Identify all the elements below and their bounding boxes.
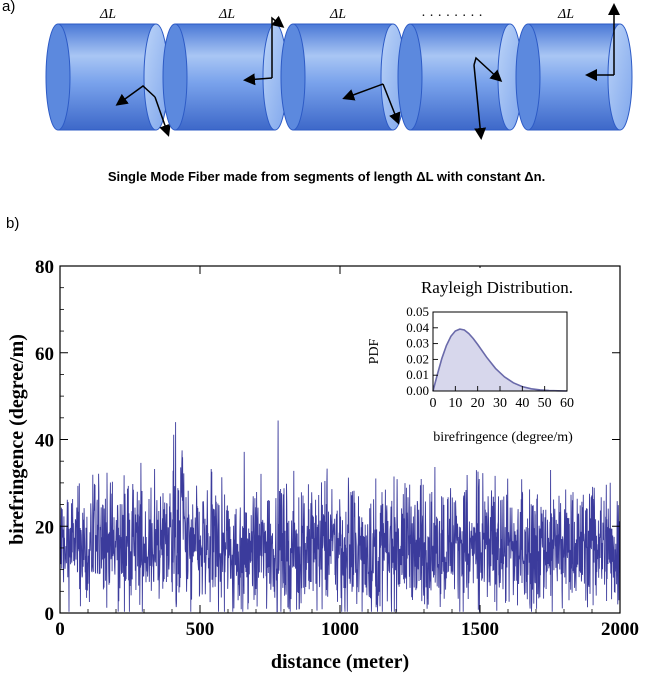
fiber-diagram: ΔL ΔL ΔL · · · · · · · · ΔL [45, 3, 633, 140]
panel-b-label: b) [6, 215, 20, 232]
y-tick-label: 0 [45, 604, 55, 625]
fiber-segment-2 [162, 15, 288, 131]
x-axis-label: distance (meter) [271, 651, 409, 673]
rayleigh-area-fill [433, 329, 567, 391]
inset-y-axis-label: PDF [367, 338, 382, 364]
segment-label-2: ΔL [218, 7, 235, 22]
y-tick-label: 80 [35, 257, 54, 278]
fiber-segment-4 [397, 23, 523, 140]
x-tick-label: 500 [186, 619, 215, 640]
inset-y-tick-label: 0.03 [406, 336, 429, 351]
segment-label-1: ΔL [99, 7, 116, 22]
inset-x-tick-label: 40 [515, 396, 529, 411]
y-tick-label: 40 [35, 431, 54, 452]
x-tick-label: 1000 [321, 619, 359, 640]
inset-x-tick-label: 0 [430, 396, 437, 411]
y-tick-label: 20 [35, 517, 54, 538]
fiber-segment-1 [45, 23, 171, 137]
rayleigh-inset: 0 10 20 30 40 50 60 0.000.010.020.030.040.05 Ray… [363, 268, 605, 458]
inset-y-tick-label: 0.01 [406, 367, 429, 382]
inset-y-tick-label: 0.02 [406, 351, 429, 366]
inset-title: Rayleigh Distribution. [421, 278, 573, 297]
segment-label-3: ΔL [329, 7, 346, 22]
y-axis-label: birefringence (degree/m) [6, 334, 28, 545]
rayleigh-curve [432, 328, 568, 392]
inset-y-tick-label: 0.05 [406, 304, 429, 319]
inset-x-tick-label: 10 [448, 396, 462, 411]
inset-x-tick-label: 20 [471, 396, 485, 411]
inset-x-axis-label: birefringence (degree/m) [433, 430, 573, 445]
panel-a-label: a) [2, 0, 16, 15]
fiber-caption: Single Mode Fiber made from segments of … [107, 169, 546, 184]
x-tick-label: 0 [55, 619, 65, 640]
inset-x-tick-label: 60 [560, 396, 574, 411]
inset-y-tick-label: 0.00 [406, 383, 429, 398]
inset-y-tick-label: 0.04 [406, 320, 429, 335]
x-tick-label: 1500 [461, 619, 499, 640]
x-tick-label: 2000 [601, 619, 639, 640]
segment-label-4: ΔL [557, 7, 574, 22]
birefringence-series-line [59, 420, 621, 613]
ellipsis-dots: · · · · · · · · [421, 9, 483, 24]
inset-x-tick-label: 30 [493, 396, 507, 411]
y-tick-label: 60 [35, 344, 54, 365]
fiber-segment-5 [515, 3, 633, 131]
fiber-segment-3 [280, 23, 406, 131]
inset-x-tick-label: 50 [538, 396, 552, 411]
